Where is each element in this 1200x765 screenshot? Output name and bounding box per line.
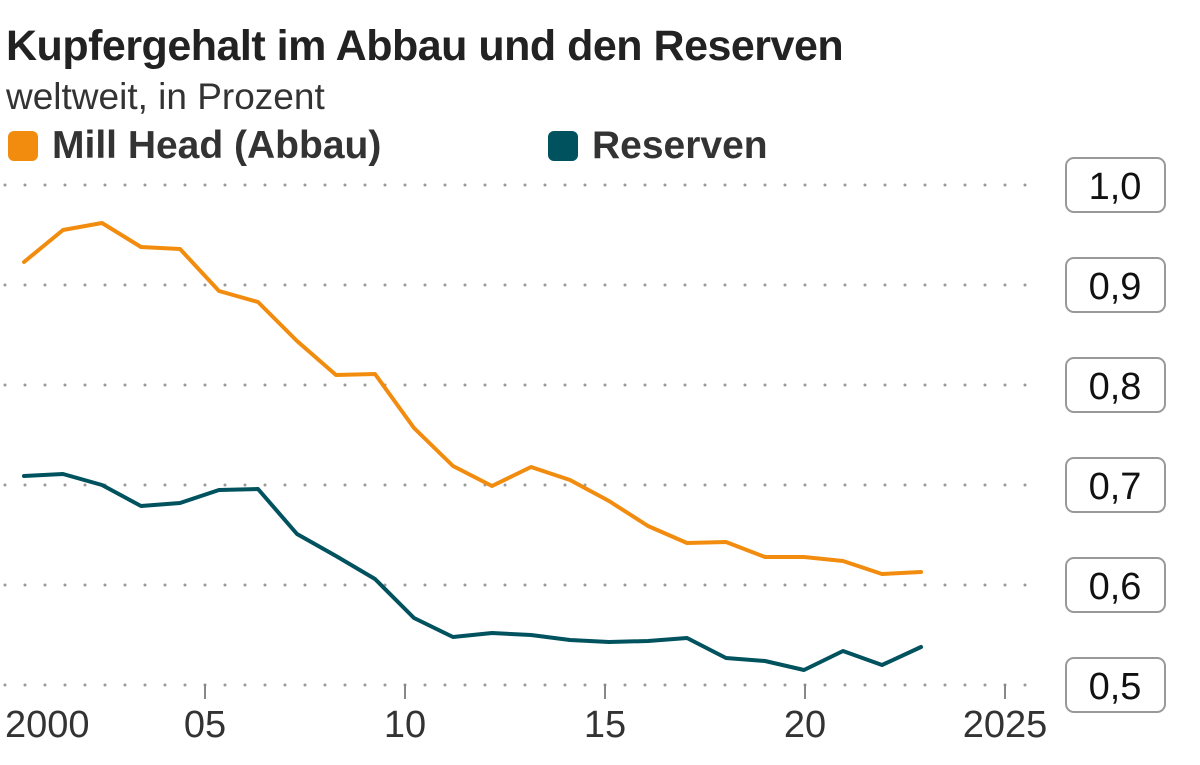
y-tick-box bbox=[1065, 257, 1166, 313]
y-tick-box bbox=[1065, 157, 1166, 213]
x-tick-label: 20 bbox=[784, 704, 826, 746]
series-line-reserven bbox=[22, 472, 923, 672]
chart-subtitle: weltweit, in Prozent bbox=[6, 76, 325, 117]
legend-swatch-teal bbox=[548, 131, 578, 161]
y-tick-box bbox=[1065, 457, 1166, 513]
y-tick-label: 1,0 bbox=[1089, 166, 1142, 208]
chart-title: Kupfergehalt im Abbau und den Reserven bbox=[6, 22, 844, 70]
legend-item-reserven: Reserven bbox=[548, 124, 768, 168]
y-tick-box bbox=[1065, 357, 1166, 413]
y-tick-box bbox=[1065, 657, 1166, 713]
series-line-mill-head bbox=[22, 221, 923, 576]
x-tick-label: 05 bbox=[184, 704, 226, 746]
x-tick-label: 2000 bbox=[5, 704, 90, 746]
y-tick-label: 0,6 bbox=[1089, 566, 1142, 608]
x-tick-label: 10 bbox=[384, 704, 426, 746]
y-tick-label: 0,9 bbox=[1089, 266, 1142, 308]
legend-label: Mill Head (Abbau) bbox=[52, 124, 382, 167]
x-tick-label: 15 bbox=[584, 704, 626, 746]
legend-label: Reserven bbox=[592, 124, 768, 167]
y-tick-box bbox=[1065, 557, 1166, 613]
y-tick-label: 0,5 bbox=[1089, 666, 1142, 708]
y-tick-label: 0,7 bbox=[1089, 466, 1142, 508]
y-tick-label: 0,8 bbox=[1089, 366, 1142, 408]
x-tick-label: 2025 bbox=[963, 704, 1048, 746]
legend-item-mill-head: Mill Head (Abbau) bbox=[8, 124, 381, 168]
legend-swatch-orange bbox=[8, 131, 38, 161]
